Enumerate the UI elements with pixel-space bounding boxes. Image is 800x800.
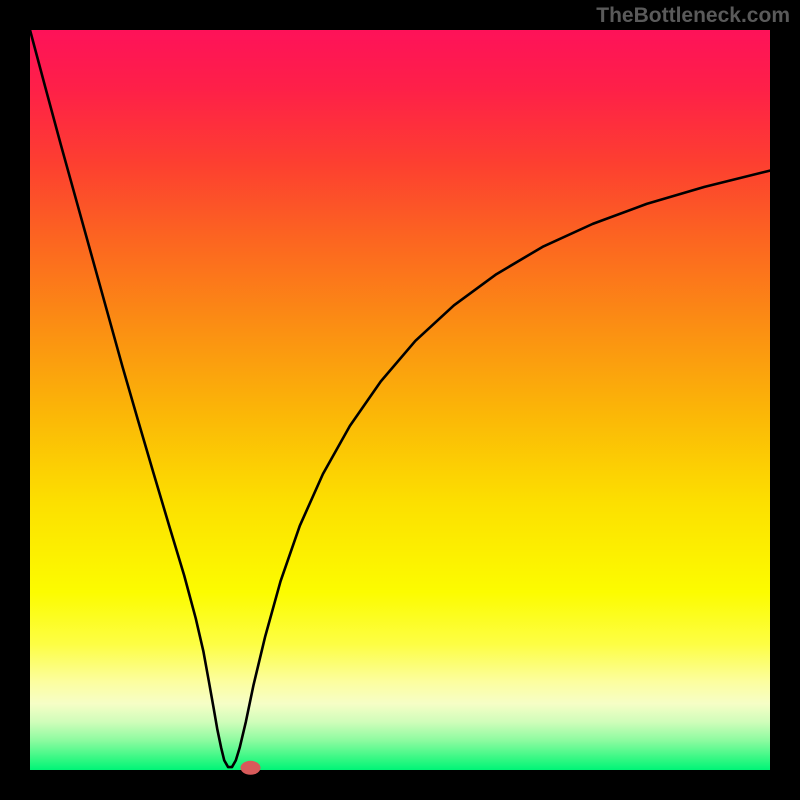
plot-background xyxy=(30,30,770,770)
chart-svg xyxy=(0,0,800,800)
attribution-text: TheBottleneck.com xyxy=(596,4,790,28)
minimum-marker xyxy=(241,761,261,775)
chart-container: TheBottleneck.com xyxy=(0,0,800,800)
